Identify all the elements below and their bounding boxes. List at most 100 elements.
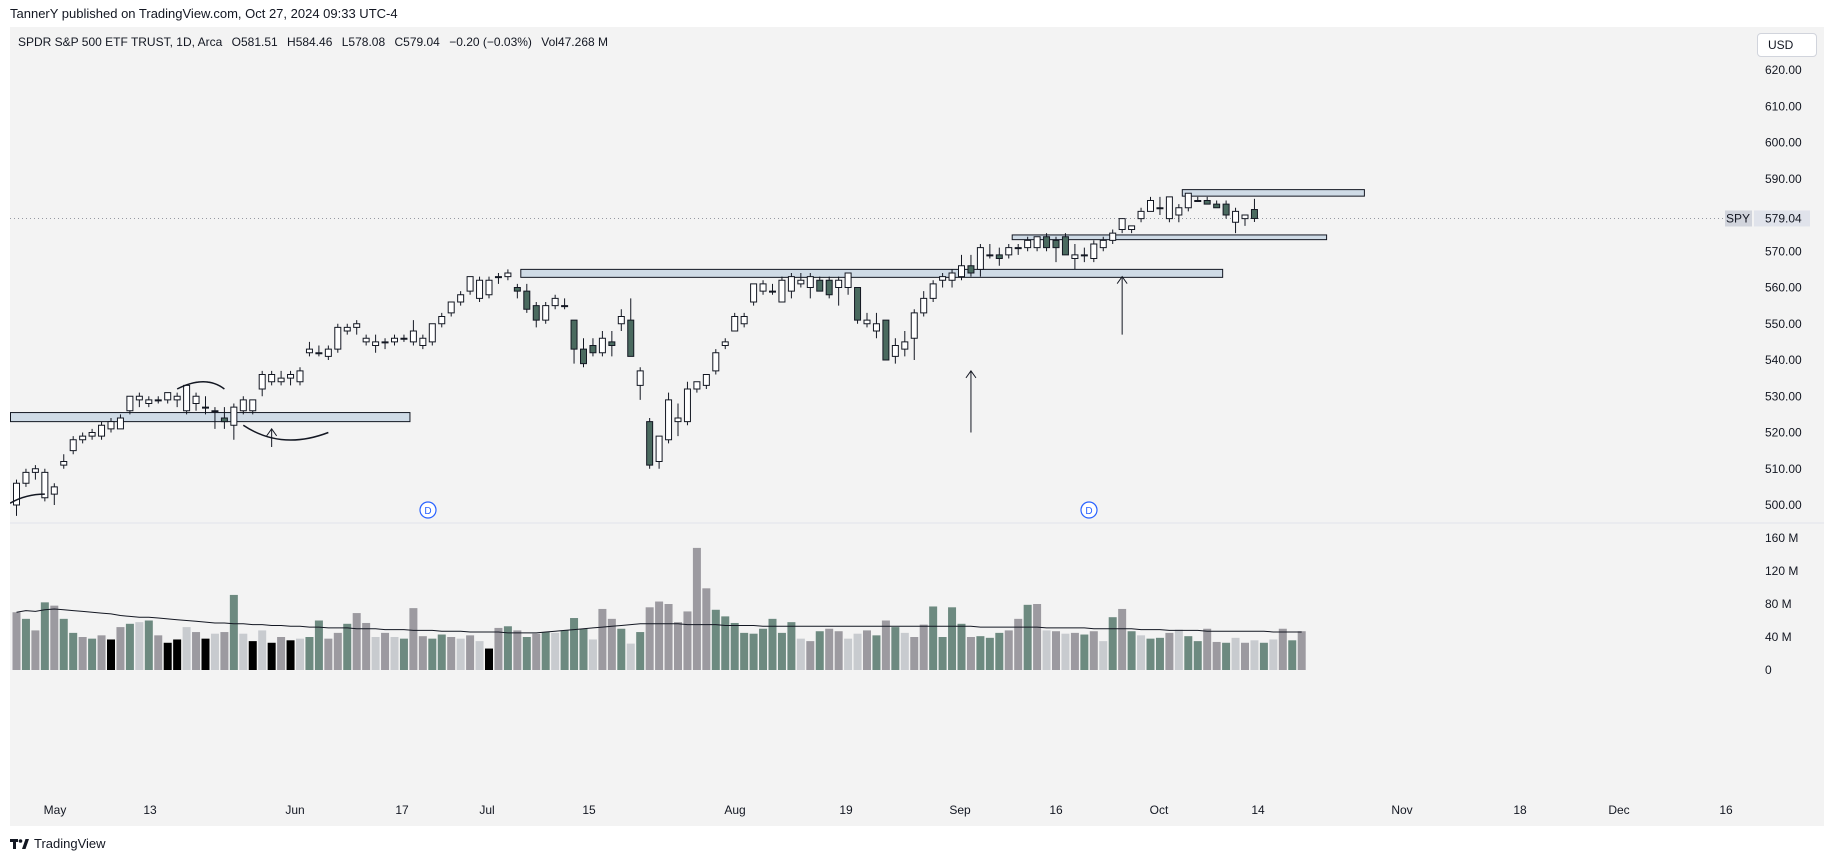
price-axis-label: 620.00 [1765,63,1802,77]
candle [513,287,521,292]
volume-ma-line [16,608,1302,634]
candle [1014,247,1022,250]
volume-bar [815,631,824,670]
candle [239,399,247,412]
volume-bar [692,547,701,670]
volume-bar [636,632,645,670]
candle [476,279,484,299]
candle [1156,207,1164,210]
volume-bar [1231,637,1240,670]
volume-bar [664,604,673,670]
candle [844,272,852,288]
candle [1061,236,1069,256]
volume-bar [210,633,219,670]
annotation-arrow-head [266,428,278,437]
chart-canvas[interactable]: 620.00610.00600.00590.00580.00570.00560.… [10,27,1824,826]
volume-bar [910,637,919,670]
time-axis-label: 16 [1719,803,1733,817]
volume-bar [1127,631,1136,670]
candle [542,305,550,321]
volume-bar [437,634,446,670]
candle [929,283,937,299]
volume-bar [144,620,153,670]
volume-bar [475,641,484,670]
time-axis-label: May [44,803,67,817]
candle [740,316,748,325]
candle [1128,225,1136,230]
price-axis-label: 570.00 [1765,244,1802,258]
candle [183,384,191,412]
price-axis-label: 590.00 [1765,172,1802,186]
candle [391,337,398,343]
tradingview-footer[interactable]: TradingView [10,836,106,851]
candle [976,247,984,270]
candle [31,468,39,473]
candle [1033,236,1041,249]
legend-change: −0.20 (−0.03%) [449,35,532,49]
price-axis-label: 500.00 [1765,498,1802,512]
annotation-arc [10,493,45,504]
volume-bar [286,640,295,670]
volume-bar [1118,608,1127,670]
time-axis-label: Sep [949,803,971,817]
volume-bar [1155,637,1164,670]
candle [1109,232,1117,241]
volume-bar [1080,634,1089,670]
chart-frame[interactable]: 620.00610.00600.00590.00580.00570.00560.… [10,27,1824,826]
currency-button[interactable]: USD [1757,33,1817,57]
volume-bar [163,642,172,670]
candle [901,341,909,350]
volume-bar [759,628,768,670]
volume-bar [900,632,909,670]
candle [759,283,767,292]
volume-bar [305,637,314,670]
volume-bar [314,620,323,670]
candle [249,399,257,412]
candle [305,348,313,354]
volume-bar [1146,638,1155,670]
candle [598,337,606,354]
candle [967,265,975,274]
volume-bar [466,635,475,670]
volume-bar [777,632,786,670]
candle [693,381,701,390]
volume-bar [69,632,78,670]
candle [381,341,389,344]
volume-bar [248,641,257,670]
time-axis-label: 17 [395,803,409,817]
volume-bar [352,613,361,670]
candle [50,486,58,495]
volume-bar [1014,618,1023,670]
candle [872,323,880,332]
price-badge-label: 579.04 [1765,211,1802,225]
candle [428,323,436,343]
candle [731,316,739,332]
volume-bar [966,637,975,670]
volume-bar [59,618,68,670]
volume-bar [1222,642,1231,670]
candle [910,312,918,339]
volume-bar [740,632,749,670]
volume-bar [730,622,739,670]
candle [1099,239,1107,249]
candle [561,305,569,308]
candle [636,370,644,386]
volume-bar [645,607,654,670]
candle [712,352,720,372]
volume-bar [40,602,49,670]
candle [825,279,833,296]
candle [683,388,691,423]
volume-bar [390,637,399,670]
candle [211,410,219,413]
volume-bar [853,633,862,670]
candle [324,348,332,357]
time-axis-label: 13 [143,803,157,817]
volume-bar [881,620,890,670]
candle [1250,209,1258,219]
volume-bar [825,628,834,670]
volume-bar [409,608,418,670]
candle [268,374,276,383]
volume-bar [1297,631,1306,670]
volume-bar [154,635,163,670]
volume-bar [985,637,994,670]
